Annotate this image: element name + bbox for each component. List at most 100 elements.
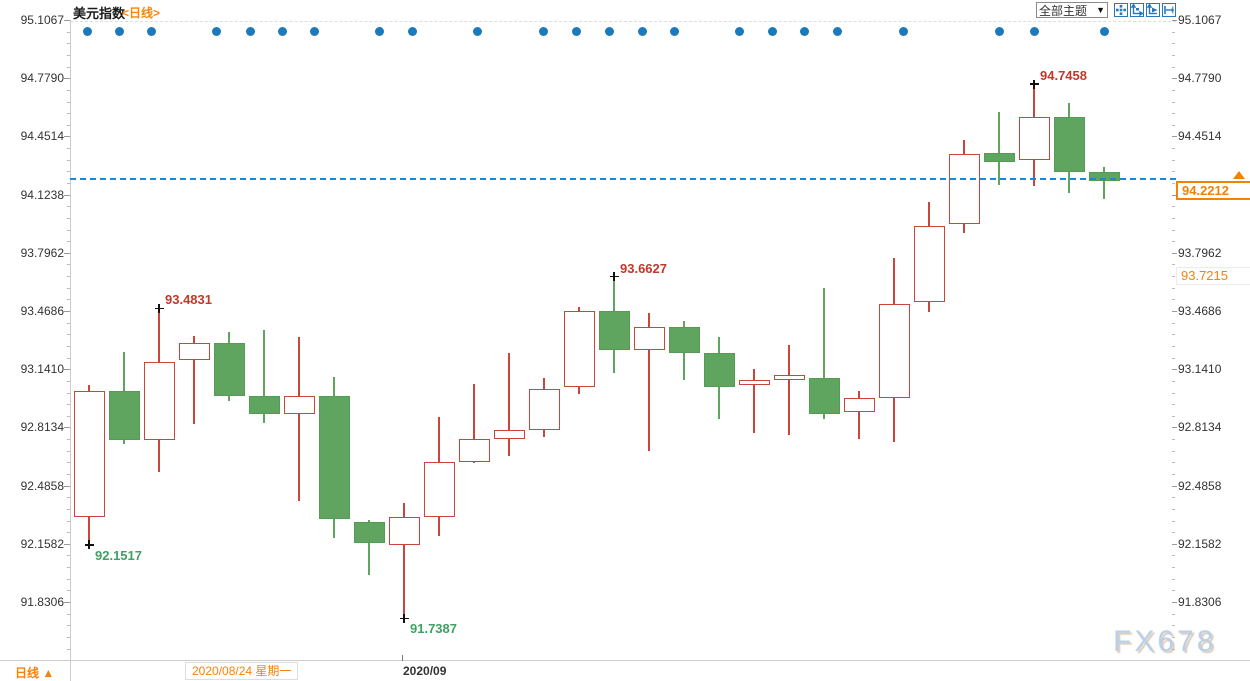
theme-dropdown[interactable]: 全部主题 ▼ [1036,2,1108,18]
candlestick[interactable] [143,362,175,441]
event-dot[interactable] [309,27,319,36]
y-axis-label-left: 93.7962 [20,245,64,260]
y-minor-tick [1172,497,1175,499]
move-crosshair-icon[interactable] [1114,3,1128,17]
y-minor-tick [67,439,70,440]
candlestick[interactable] [948,154,980,224]
event-dot[interactable] [669,27,679,36]
y-axis-label-right: 95.1067 [1178,13,1222,27]
chevron-down-icon: ▼ [1096,5,1105,15]
candlestick[interactable] [1018,117,1050,160]
period-tag: <日线> [122,6,161,20]
y-minor-tick [1172,334,1175,336]
candlestick[interactable] [388,516,420,546]
y-major-tick [64,20,70,21]
y-axis-label-right: 93.4686 [1178,304,1222,318]
candlestick[interactable] [738,380,770,386]
event-dot[interactable] [832,27,842,36]
candlestick[interactable] [1053,117,1085,173]
y-minor-tick [1172,171,1175,173]
candlestick[interactable] [213,342,245,396]
event-dot[interactable] [82,27,92,36]
candlestick[interactable] [73,390,105,517]
candlestick[interactable] [633,326,665,350]
watermark: FX678 [1113,625,1217,658]
event-dot[interactable] [146,27,156,36]
y-minor-tick [1172,508,1175,510]
event-dot[interactable] [114,27,124,36]
candlestick[interactable] [178,342,210,361]
candlestick[interactable] [983,152,1015,162]
event-dot[interactable] [472,27,482,36]
y-minor-tick [67,555,70,557]
y-minor-tick [1172,322,1175,324]
candlestick[interactable] [703,353,735,388]
y-minor-tick [67,532,70,534]
event-dot[interactable] [767,27,777,36]
candlestick[interactable] [283,396,315,414]
y-minor-tick [67,276,70,278]
candlestick[interactable] [668,326,700,354]
y-minor-tick [67,450,70,452]
fit-chart-icon[interactable] [1130,3,1144,17]
candlestick[interactable] [423,461,455,517]
candle-wick [193,335,195,425]
event-dot[interactable] [245,27,255,36]
y-minor-tick [1172,590,1175,592]
scale-axis-icon[interactable] [1146,3,1160,17]
y-minor-tick [67,89,70,91]
event-dot[interactable] [604,27,614,36]
y-minor-tick [1172,124,1175,126]
y-minor-tick [67,124,70,126]
footer-period-selector[interactable]: 日线 ▲ [15,666,55,680]
candlestick[interactable] [493,429,525,439]
event-dot[interactable] [734,27,744,36]
candle-wick [508,353,510,457]
candle-wick [788,344,790,436]
candlestick[interactable] [528,388,560,430]
y-minor-tick [1172,345,1175,347]
event-dot[interactable] [1099,27,1109,36]
y-major-tick [1172,252,1177,254]
candlestick[interactable] [248,396,280,414]
candlestick[interactable] [318,396,350,519]
candlestick[interactable] [353,522,385,544]
y-minor-tick [1172,415,1175,417]
candle-wick [298,337,300,501]
candle-wick [648,312,650,452]
candlestick[interactable] [913,225,945,302]
shift-right-icon[interactable] [1162,3,1176,17]
candlestick[interactable] [808,378,840,414]
y-major-tick [1172,20,1177,21]
candlestick[interactable] [773,374,805,380]
candle-wick [368,520,370,576]
event-dot[interactable] [799,27,809,36]
y-minor-tick [67,590,70,592]
candlestick[interactable] [843,397,875,412]
y-minor-tick [67,345,70,347]
candlestick[interactable] [563,310,595,388]
y-minor-tick [1172,31,1175,33]
event-dot[interactable] [407,27,417,36]
y-minor-tick [67,31,70,33]
event-dot[interactable] [994,27,1004,36]
candlestick[interactable] [878,303,910,398]
event-dot[interactable] [211,27,221,36]
event-dot[interactable] [277,27,287,36]
event-dot[interactable] [538,27,548,36]
event-dot[interactable] [637,27,647,36]
candle-wick [403,502,405,619]
candlestick[interactable] [598,310,630,350]
event-dot[interactable] [898,27,908,36]
y-axis-label-left: 92.8134 [20,420,64,435]
reference-price-label: 93.7215 [1176,267,1250,285]
event-dot[interactable] [374,27,384,36]
event-dot[interactable] [571,27,581,36]
y-minor-tick [67,101,70,103]
y-minor-tick [67,578,70,580]
event-dot[interactable] [1029,27,1039,36]
candlestick[interactable] [1088,172,1120,182]
candlestick[interactable] [108,390,140,441]
y-minor-tick [1172,613,1175,615]
candlestick[interactable] [458,438,490,462]
